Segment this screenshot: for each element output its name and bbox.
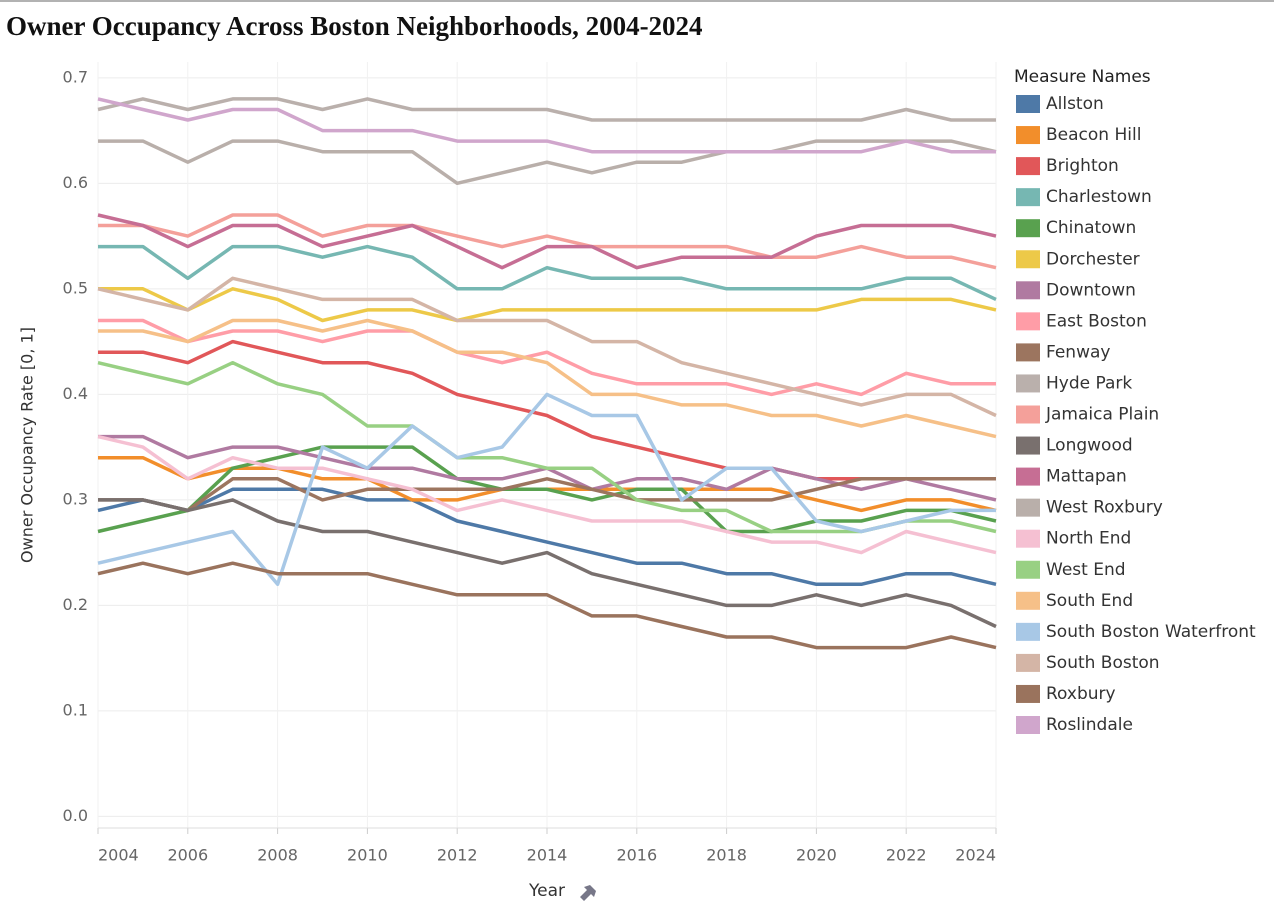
series-line xyxy=(97,561,997,650)
legend-swatch xyxy=(1016,467,1040,486)
legend-swatch xyxy=(1016,498,1040,517)
series-line xyxy=(98,498,997,629)
x-tick-label: 2008 xyxy=(257,846,298,865)
legend-swatch xyxy=(1016,188,1040,207)
y-tick-label: 0.0 xyxy=(63,806,88,825)
legend-swatch xyxy=(1016,219,1040,238)
series-line xyxy=(97,434,997,555)
x-axis-label: Year xyxy=(528,881,565,901)
series-line xyxy=(97,392,996,587)
legend-swatch xyxy=(1016,405,1040,424)
legend-label: Fenway xyxy=(1046,342,1110,362)
legend-swatch xyxy=(1016,157,1040,176)
legend-label: Brighton xyxy=(1046,156,1119,176)
x-tick-label: 2020 xyxy=(796,846,837,865)
series-line xyxy=(97,97,996,122)
y-tick-label: 0.7 xyxy=(63,67,88,86)
x-tick-label: 2006 xyxy=(167,846,208,865)
legend-label: South Boston xyxy=(1046,653,1160,673)
series-line xyxy=(98,318,996,397)
legend-swatch xyxy=(1016,250,1040,269)
x-tick-label: 2012 xyxy=(437,846,478,865)
series-line xyxy=(98,213,997,270)
y-tick-label: 0.2 xyxy=(63,595,88,614)
legend-label: West End xyxy=(1046,560,1126,580)
legend-swatch xyxy=(1016,529,1040,548)
y-tick-label: 0.5 xyxy=(63,278,88,297)
legend-label: North End xyxy=(1046,529,1131,549)
y-tick-label: 0.1 xyxy=(63,700,88,719)
x-tick-label: 2016 xyxy=(616,846,657,865)
series-line xyxy=(98,244,997,301)
series-line xyxy=(98,318,997,439)
legend-swatch xyxy=(1016,653,1040,672)
legend-label: Beacon Hill xyxy=(1046,125,1141,145)
y-tick-label: 0.4 xyxy=(63,384,88,403)
legend-label: Dorchester xyxy=(1046,249,1140,269)
legend-label: East Boston xyxy=(1046,311,1147,331)
pin-icon xyxy=(580,885,596,901)
x-tick-label: 2004 xyxy=(98,846,139,865)
series-line xyxy=(98,139,997,186)
y-tick-label: 0.6 xyxy=(63,173,88,192)
legend-swatch xyxy=(1016,684,1040,703)
legend-swatch xyxy=(1016,374,1040,393)
legend-label: Charlestown xyxy=(1046,187,1152,207)
legend-swatch xyxy=(1016,436,1040,455)
series-line xyxy=(98,339,996,481)
series-line xyxy=(97,213,997,270)
series-line xyxy=(97,276,997,418)
y-axis-label: Owner Occupancy Rate [0, 1] xyxy=(18,327,37,563)
legend-label: South Boston Waterfront xyxy=(1046,622,1256,642)
legend-swatch xyxy=(1016,312,1040,331)
x-tick-label: 2010 xyxy=(347,846,388,865)
legend-label: Roslindale xyxy=(1046,715,1133,735)
legend-swatch xyxy=(1016,716,1040,734)
x-tick-label: 2024 xyxy=(955,846,996,865)
x-tick-label: 2022 xyxy=(886,846,927,865)
legend-label: Longwood xyxy=(1046,436,1133,456)
legend-label: South End xyxy=(1046,591,1133,611)
legend-swatch xyxy=(1016,281,1040,300)
legend-swatch xyxy=(1016,343,1040,362)
legend-swatch xyxy=(1016,126,1040,145)
chart-title: Owner Occupancy Across Boston Neighborho… xyxy=(6,11,703,41)
x-tick-label: 2014 xyxy=(527,846,568,865)
series-line xyxy=(97,445,997,534)
legend-label: West Roxbury xyxy=(1046,498,1163,518)
series-line xyxy=(98,287,997,323)
series-line xyxy=(97,360,997,534)
series-line xyxy=(97,97,996,154)
y-tick-label: 0.3 xyxy=(63,489,88,508)
legend-swatch xyxy=(1016,591,1040,610)
legend-label: Chinatown xyxy=(1046,218,1136,238)
legend-label: Roxbury xyxy=(1046,684,1116,704)
legend-label: Jamaica Plain xyxy=(1045,405,1159,425)
legend-label: Downtown xyxy=(1046,280,1136,300)
legend-label: Allston xyxy=(1046,94,1104,114)
legend-label: Mattapan xyxy=(1046,467,1127,487)
legend-label: Hyde Park xyxy=(1046,373,1132,393)
x-tick-label: 2018 xyxy=(706,846,747,865)
legend-swatch xyxy=(1016,560,1040,579)
series-line xyxy=(98,477,996,513)
series-line xyxy=(97,487,997,587)
legend-swatch xyxy=(1016,95,1040,113)
legend-swatch xyxy=(1016,622,1040,641)
legend-title: Measure Names xyxy=(1014,67,1151,87)
